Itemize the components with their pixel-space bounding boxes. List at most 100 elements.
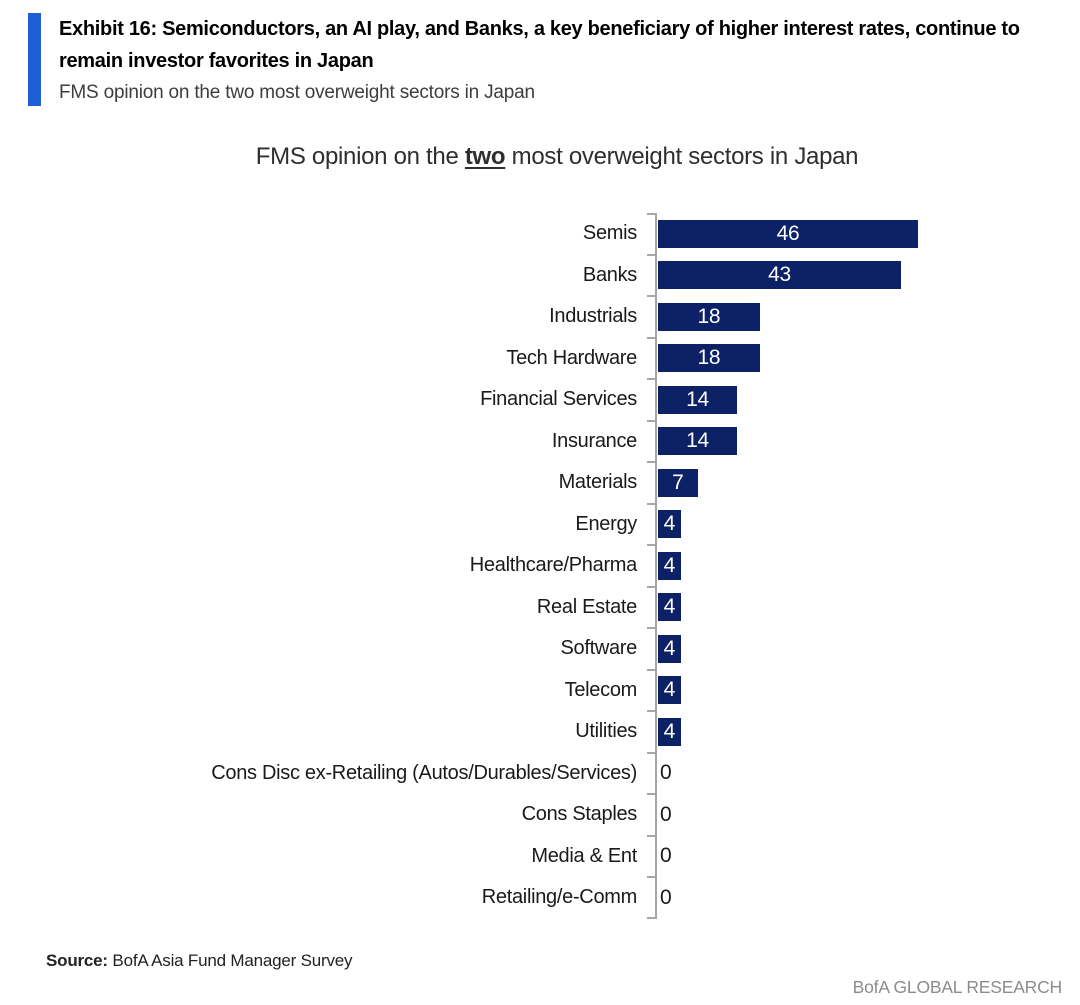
- value-label: 14: [686, 429, 709, 453]
- chart-row: Software 4: [0, 628, 1080, 670]
- plot-area: 43: [656, 255, 1080, 297]
- value-label: 0: [660, 844, 672, 868]
- axis-tick: [647, 295, 655, 298]
- plot-area: 4: [656, 504, 1080, 546]
- category-label: Industrials: [549, 305, 637, 328]
- category-label: Materials: [558, 471, 638, 494]
- axis-tick: [647, 834, 655, 837]
- source-label: Source:: [46, 951, 108, 970]
- category-label: Tech Hardware: [506, 346, 637, 369]
- category-label: Cons Staples: [521, 803, 638, 826]
- value-label: 46: [776, 221, 800, 245]
- chart-row: Insurance 14: [0, 421, 1080, 463]
- chart-row: Telecom 4: [0, 670, 1080, 712]
- axis-tick: [647, 544, 655, 547]
- chart-row: Cons Staples 0: [0, 794, 1080, 836]
- bar: 18: [658, 344, 760, 373]
- category-label: Cons Disc ex-Retailing (Autos/Durables/S…: [211, 761, 637, 784]
- plot-area: 4: [656, 545, 1080, 587]
- axis-tick: [647, 793, 655, 796]
- plot-area: 14: [656, 421, 1080, 463]
- plot-area: 14: [656, 379, 1080, 421]
- axis-tick: [647, 461, 655, 464]
- bar: 4: [658, 676, 681, 705]
- value-label: 18: [697, 304, 721, 328]
- chart-row: Real Estate 4: [0, 587, 1080, 629]
- bar: 7: [658, 468, 698, 497]
- chart-row: Banks 43: [0, 255, 1080, 297]
- axis-tick: [647, 253, 655, 256]
- axis-tick: [647, 585, 655, 588]
- value-label: 0: [660, 761, 672, 785]
- chart-row: Cons Disc ex-Retailing (Autos/Durables/S…: [0, 753, 1080, 795]
- plot-area: 0: [656, 753, 1080, 795]
- axis-tick: [647, 627, 655, 630]
- bar-chart: Semis 46 Banks 43 Industrials 18 Tech Hardware…: [0, 213, 1080, 919]
- chart-rows: Semis 46 Banks 43 Industrials 18 Tech Hardware…: [0, 213, 1080, 919]
- plot-area: 18: [656, 296, 1080, 338]
- chart-row: Retailing/e-Comm 0: [0, 877, 1080, 919]
- chart-row: Energy 4: [0, 504, 1080, 546]
- header-text: Exhibit 16: Semiconductors, an AI play, …: [41, 13, 1048, 106]
- bar: 4: [658, 510, 681, 539]
- chart-row: Materials 7: [0, 462, 1080, 504]
- bar: 4: [658, 593, 681, 622]
- axis-tick: [647, 917, 655, 919]
- plot-area: 4: [656, 711, 1080, 753]
- accent-bar: [28, 13, 41, 106]
- chart-title-pre: FMS opinion on the: [255, 143, 465, 170]
- chart-title-emphasis: two: [464, 143, 506, 170]
- bar: 14: [658, 385, 738, 414]
- plot-area: 46: [656, 213, 1080, 255]
- chart-row: Utilities 4: [0, 711, 1080, 753]
- value-label: 0: [660, 885, 672, 909]
- bar: 18: [658, 302, 760, 331]
- value-label: 14: [686, 387, 709, 411]
- value-label: 4: [663, 512, 676, 536]
- axis-tick: [647, 710, 655, 713]
- value-label: 43: [768, 263, 791, 287]
- value-label: 0: [660, 802, 672, 826]
- exhibit-subtitle: FMS opinion on the two most overweight s…: [59, 82, 535, 103]
- category-label: Healthcare/Pharma: [469, 554, 638, 577]
- category-label: Banks: [582, 263, 637, 286]
- plot-area: 4: [656, 587, 1080, 629]
- chart-row: Tech Hardware 18: [0, 338, 1080, 380]
- category-label: Financial Services: [480, 388, 637, 411]
- value-label: 7: [672, 470, 684, 494]
- bar: 14: [658, 427, 738, 456]
- axis-tick: [647, 876, 655, 879]
- category-label: Real Estate: [536, 595, 637, 618]
- value-label: 4: [663, 678, 676, 702]
- category-label: Software: [560, 637, 637, 660]
- chart-row: Financial Services 14: [0, 379, 1080, 421]
- chart-row: Semis 46: [0, 213, 1080, 255]
- value-label: 4: [663, 595, 676, 619]
- chart-row: Media & Ent 0: [0, 836, 1080, 878]
- bar: 4: [658, 717, 681, 746]
- exhibit-title: Exhibit 16: Semiconductors, an AI play, …: [59, 18, 1020, 72]
- category-label: Insurance: [551, 429, 637, 452]
- axis-tick: [647, 751, 655, 754]
- bar: 43: [658, 261, 902, 290]
- bar: 4: [658, 551, 681, 580]
- plot-area: 4: [656, 628, 1080, 670]
- source-text: BofA Asia Fund Manager Survey: [107, 951, 353, 970]
- category-label: Semis: [582, 222, 637, 245]
- plot-area: 0: [656, 877, 1080, 919]
- brand-line: BofA GLOBAL RESEARCH: [852, 977, 1063, 997]
- value-label: 4: [663, 636, 676, 660]
- source-line: Source: BofA Asia Fund Manager Survey: [46, 951, 353, 971]
- bar: 46: [658, 219, 918, 248]
- axis-tick: [647, 502, 655, 505]
- chart-title: FMS opinion on the two most overweight s…: [30, 143, 1080, 171]
- plot-area: 4: [656, 670, 1080, 712]
- value-label: 18: [697, 346, 721, 370]
- plot-area: 0: [656, 836, 1080, 878]
- chart-row: Industrials 18: [0, 296, 1080, 338]
- chart-row: Healthcare/Pharma 4: [0, 545, 1080, 587]
- axis-tick: [647, 668, 655, 671]
- plot-area: 18: [656, 338, 1080, 380]
- axis-tick: [647, 419, 655, 422]
